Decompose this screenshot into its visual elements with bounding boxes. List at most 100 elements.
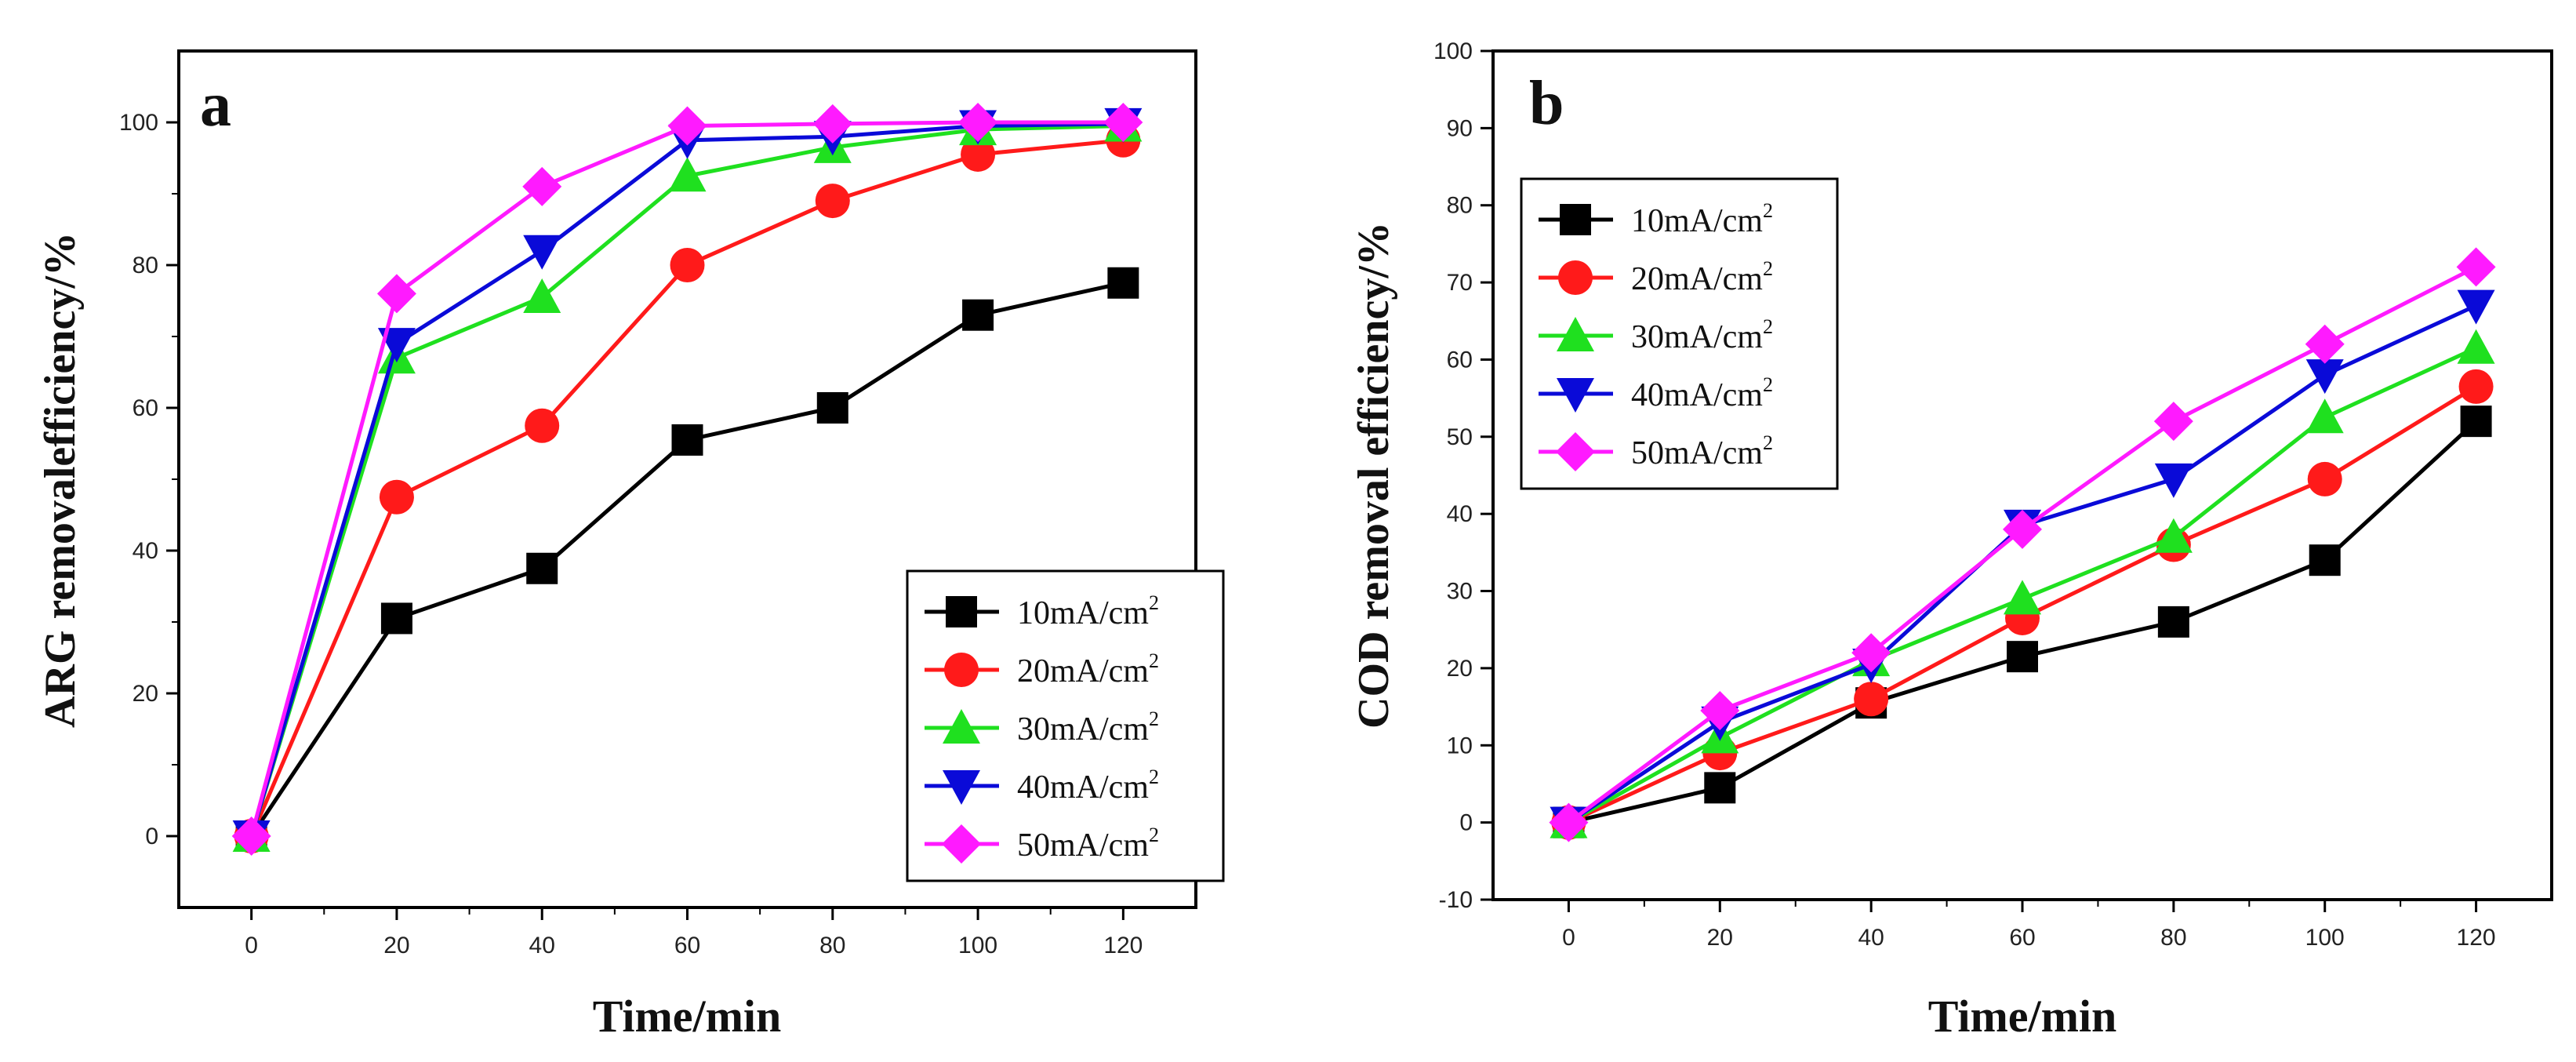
panel-a-x-tick-label: 20 <box>383 933 409 958</box>
panel-a-data-point <box>812 104 852 144</box>
panel-b-x-tick-label: 80 <box>2160 925 2186 951</box>
panel-b-y-tick-label: 40 <box>1447 501 1473 527</box>
panel-a-y-tick-label: 100 <box>119 110 158 136</box>
panel-a-data-point <box>523 278 561 313</box>
panel-a-legend: 10mA/cm2 20mA/cm2 30mA/cm2 40mA/cm2 50mA/cm2 <box>906 569 1225 882</box>
panel-a-letter: a <box>200 71 231 140</box>
panel-b-y-axis-title: COD removal efficiency/% <box>1350 222 1398 729</box>
panel-b-legend-marker <box>1558 260 1593 295</box>
panel-b-y-tick-label: 70 <box>1447 270 1473 296</box>
panel-b-data-point <box>1851 633 1891 673</box>
panel-a-x-tick-label: 120 <box>1103 933 1143 958</box>
panel-a-data-point <box>667 106 707 146</box>
panel-b-data-point <box>2458 369 2494 404</box>
panel-b-data-point <box>2003 509 2042 549</box>
panel-b-data-point <box>1854 682 1889 717</box>
panel-b-y-tick-label: 50 <box>1447 424 1473 450</box>
panel-a-x-axis-title: Time/min <box>593 991 782 1042</box>
panel-b-data-point <box>2305 359 2344 395</box>
panel-b-x-tick-label: 100 <box>2305 925 2345 951</box>
panel-a-y-axis-title: ARG removalefficiency/% <box>36 232 85 728</box>
panel-b-legend-label: 10mA/cm2 <box>1631 199 1773 239</box>
panel-b-y-tick-label: 90 <box>1447 115 1473 141</box>
panel-b-letter: b <box>1529 69 1564 138</box>
panel-b: 0 20 40 60 80 100 120 -10 0 10 20 30 40 50 60 70 80 90 100… <box>1350 38 2553 1042</box>
panel-b-y-tick-label: 80 <box>1447 193 1473 219</box>
panel-a-legend-marker <box>942 824 981 864</box>
panel-a-legend-label: 30mA/cm2 <box>1017 707 1159 747</box>
panel-b-x-tick-label: 120 <box>2457 925 2496 951</box>
panel-a-legend-marker <box>946 596 977 627</box>
panel-a-data-point <box>376 274 416 314</box>
panel-a-x-tick-label: 80 <box>819 933 845 958</box>
panel-a-data-point <box>377 328 416 363</box>
panel-a-x-tick-label: 60 <box>674 933 700 958</box>
panel-a-x-tick-label: 100 <box>958 933 997 958</box>
panel-b-data-point <box>2153 402 2193 442</box>
panel-b-y-tick-label: 60 <box>1447 347 1473 373</box>
panel-b-legend-marker <box>1557 317 1594 351</box>
panel-a-data-point <box>962 299 994 331</box>
panel-a-legend-marker <box>943 709 980 744</box>
panel-b-legend-label: 50mA/cm2 <box>1631 431 1773 471</box>
panel-b-legend: 10mA/cm2 20mA/cm2 30mA/cm2 40mA/cm2 50mA/cm2 <box>1520 177 1839 490</box>
panel-a-data-point <box>380 602 412 635</box>
panel-b-data-point <box>1549 802 1589 842</box>
panel-b-data-point <box>2007 641 2038 673</box>
panel-a-legend-label: 20mA/cm2 <box>1017 649 1159 689</box>
panel-b-data-point <box>1700 691 1740 731</box>
panel-b-y-tick-label: 100 <box>1433 38 1473 64</box>
panel-a-data-point <box>1103 103 1143 142</box>
panel-b-y-tick-label: -10 <box>1439 887 1473 913</box>
panel-a-data-point <box>526 552 558 584</box>
panel-a-data-point <box>1107 267 1139 299</box>
panel-b-data-point <box>2154 463 2193 498</box>
panel-b-data-point <box>2157 606 2189 638</box>
panel-a-data-point <box>816 392 848 424</box>
panel-a-data-point <box>525 408 560 443</box>
panel-b-y-tick-label: 0 <box>1459 810 1473 836</box>
panel-b-legend-label: 40mA/cm2 <box>1631 373 1773 413</box>
panel-a-y-tick-label: 80 <box>133 253 158 278</box>
panel-b-y-tick-label: 10 <box>1447 733 1473 758</box>
panel-a-legend-label: 50mA/cm2 <box>1017 824 1159 864</box>
panel-b-data-point <box>2305 324 2345 364</box>
panel-a-data-point <box>815 184 850 219</box>
panel-b-legend-marker <box>1556 432 1595 471</box>
panel-a-y-tick-label: 20 <box>133 681 158 707</box>
panel-a-data-point <box>961 136 996 172</box>
panel-a-x-tick-label: 0 <box>245 933 258 958</box>
panel-a-y-tick-label: 60 <box>133 395 158 421</box>
panel-a-legend-marker <box>943 770 980 805</box>
panel-b-data-point <box>2154 518 2193 553</box>
panel-b-x-tick-label: 40 <box>1858 925 1884 951</box>
panel-a-data-point <box>670 248 705 282</box>
panel-a-legend-label: 10mA/cm2 <box>1017 591 1159 631</box>
panel-a-data-point <box>668 157 707 192</box>
panel-b-legend-label: 20mA/cm2 <box>1631 257 1773 297</box>
panel-a-data-point <box>523 235 561 270</box>
panel-b-data-point <box>2457 289 2495 325</box>
panel-a-data-point <box>379 479 414 515</box>
panel-b-data-point <box>2456 247 2496 287</box>
panel-a-data-point <box>671 424 703 456</box>
panel-a-data-point <box>958 103 998 142</box>
panel-b-data-point <box>1704 772 1736 804</box>
panel-a-legend-label: 40mA/cm2 <box>1017 766 1159 806</box>
panel-b-y-tick-label: 30 <box>1447 579 1473 605</box>
panel-a-legend-marker <box>944 653 979 687</box>
panel-a-y-tick-label: 40 <box>133 538 158 564</box>
panel-b-x-axis-title: Time/min <box>1928 991 2117 1042</box>
panel-a-x-tick-label: 40 <box>529 933 555 958</box>
panel-b-legend-marker <box>1557 378 1594 413</box>
panel-b-x-tick-label: 0 <box>1562 925 1575 951</box>
panel-b-data-point <box>2460 406 2492 438</box>
panel-a-data-point <box>231 817 271 856</box>
panel-b-data-point <box>2309 544 2341 576</box>
panel-b-legend-marker <box>1560 204 1591 235</box>
panel-b-y-tick-label: 20 <box>1447 656 1473 682</box>
panel-b-data-point <box>2305 398 2344 434</box>
panel-a-y-tick-label: 0 <box>145 824 158 849</box>
panel-b-legend-label: 30mA/cm2 <box>1631 315 1773 355</box>
